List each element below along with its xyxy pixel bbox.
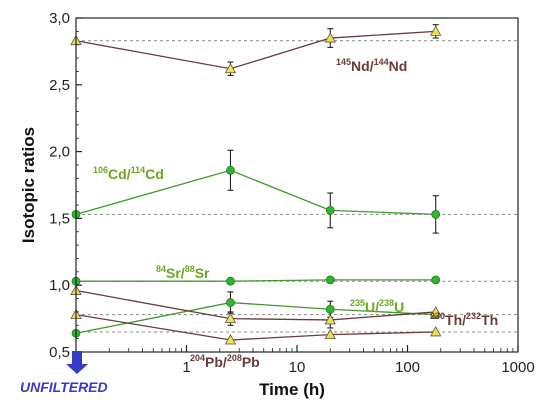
series-label: 106Cd/114Cd (93, 165, 164, 182)
data-point-circle (431, 275, 441, 285)
x-tick-label: 10 (289, 359, 306, 376)
data-point-triangle (324, 314, 336, 325)
data-point-triangle (430, 25, 442, 36)
series-line (75, 313, 436, 341)
series-line (75, 289, 436, 321)
x-tick-label: 1000 (501, 359, 534, 376)
y-tick-label: 1,0 (49, 277, 70, 294)
series-label: 145Nd/144Nd (336, 57, 407, 74)
data-point-triangle (430, 326, 442, 337)
data-point-circle (226, 165, 235, 175)
y-tick-label: 0,5 (49, 344, 70, 361)
data-point-triangle (324, 32, 336, 43)
series-line (75, 30, 436, 70)
y-tick-label: 2,0 (49, 144, 70, 161)
unfiltered-label: UNFILTERED (20, 379, 108, 395)
x-tick-label: 100 (395, 359, 420, 376)
y-tick-label: 2,5 (49, 77, 70, 94)
series-line (75, 169, 436, 216)
series-label: 230Th/232Th (430, 311, 498, 328)
data-point-triangle (224, 62, 237, 74)
series-label: 235U/238U (350, 298, 404, 315)
series-line (76, 279, 436, 282)
x-tick-label: 1 (182, 359, 190, 376)
data-point-triangle (430, 306, 442, 317)
unfiltered-arrow-icon (66, 351, 88, 374)
y-tick-label: 1,5 (49, 210, 70, 227)
y-tick-label: 3,0 (49, 10, 70, 27)
plot-frame (75, 17, 519, 353)
data-point-circle (325, 304, 335, 314)
x-axis-title: Time (h) (259, 380, 325, 399)
data-point-circle (325, 275, 335, 285)
data-point-triangle (224, 334, 237, 345)
data-point-circle (226, 298, 235, 307)
data-point-circle (226, 276, 235, 286)
y-axis-title: Isotopic ratios (19, 127, 38, 243)
data-point-triangle (224, 312, 237, 324)
series-line (75, 301, 436, 334)
series-label: 204Pb/208Pb (190, 353, 260, 370)
data-point-circle (325, 205, 335, 215)
data-point-triangle (324, 328, 336, 340)
series-label: 84Sr/88Sr (156, 264, 210, 281)
data-point-circle (431, 209, 441, 219)
